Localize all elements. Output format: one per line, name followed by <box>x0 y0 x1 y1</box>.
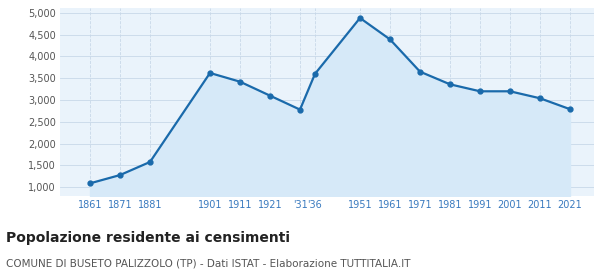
Text: COMUNE DI BUSETO PALIZZOLO (TP) - Dati ISTAT - Elaborazione TUTTITALIA.IT: COMUNE DI BUSETO PALIZZOLO (TP) - Dati I… <box>6 259 410 269</box>
Text: Popolazione residente ai censimenti: Popolazione residente ai censimenti <box>6 231 290 245</box>
